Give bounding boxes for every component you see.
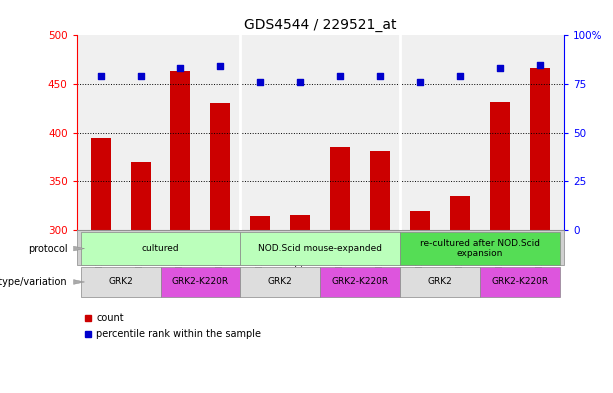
Point bbox=[295, 79, 305, 85]
Bar bbox=[81, 267, 161, 297]
Bar bbox=[161, 267, 240, 297]
Text: percentile rank within the sample: percentile rank within the sample bbox=[96, 329, 261, 339]
Polygon shape bbox=[74, 246, 85, 251]
Text: NOD.Scid mouse-expanded: NOD.Scid mouse-expanded bbox=[258, 244, 383, 253]
Bar bbox=[320, 267, 400, 297]
Text: GRK2: GRK2 bbox=[268, 277, 293, 286]
Point bbox=[495, 65, 505, 72]
Point bbox=[96, 73, 105, 79]
Bar bbox=[450, 196, 470, 230]
Text: GRK2-K220R: GRK2-K220R bbox=[492, 277, 549, 286]
Bar bbox=[400, 232, 560, 265]
Bar bbox=[131, 162, 151, 230]
Bar bbox=[291, 215, 310, 230]
Bar bbox=[91, 138, 110, 230]
Text: GRK2: GRK2 bbox=[428, 277, 452, 286]
Bar bbox=[77, 230, 564, 265]
Polygon shape bbox=[74, 280, 85, 285]
Title: GDS4544 / 229521_at: GDS4544 / 229521_at bbox=[244, 18, 397, 31]
Bar bbox=[480, 267, 560, 297]
Point bbox=[415, 79, 425, 85]
Bar bbox=[400, 267, 480, 297]
Text: GRK2: GRK2 bbox=[108, 277, 133, 286]
Text: protocol: protocol bbox=[28, 244, 67, 253]
Point bbox=[216, 63, 226, 70]
Point bbox=[256, 79, 265, 85]
Point bbox=[135, 73, 145, 79]
Bar bbox=[530, 68, 550, 230]
Text: GRK2-K220R: GRK2-K220R bbox=[172, 277, 229, 286]
Text: GRK2-K220R: GRK2-K220R bbox=[332, 277, 389, 286]
Bar bbox=[370, 151, 390, 230]
Text: cultured: cultured bbox=[142, 244, 180, 253]
Text: genotype/variation: genotype/variation bbox=[0, 277, 67, 287]
Bar bbox=[490, 101, 510, 230]
Point bbox=[335, 73, 345, 79]
Bar bbox=[81, 232, 240, 265]
Bar bbox=[410, 211, 430, 230]
Point bbox=[455, 73, 465, 79]
Point bbox=[535, 61, 545, 68]
Bar bbox=[210, 103, 230, 230]
Point bbox=[375, 73, 385, 79]
Point bbox=[175, 65, 185, 72]
Bar bbox=[240, 232, 400, 265]
Bar bbox=[240, 267, 321, 297]
Bar bbox=[170, 72, 191, 230]
Text: count: count bbox=[96, 313, 124, 323]
Bar bbox=[330, 147, 350, 230]
Bar bbox=[250, 216, 270, 230]
Text: re-cultured after NOD.Scid
expansion: re-cultured after NOD.Scid expansion bbox=[420, 239, 540, 258]
